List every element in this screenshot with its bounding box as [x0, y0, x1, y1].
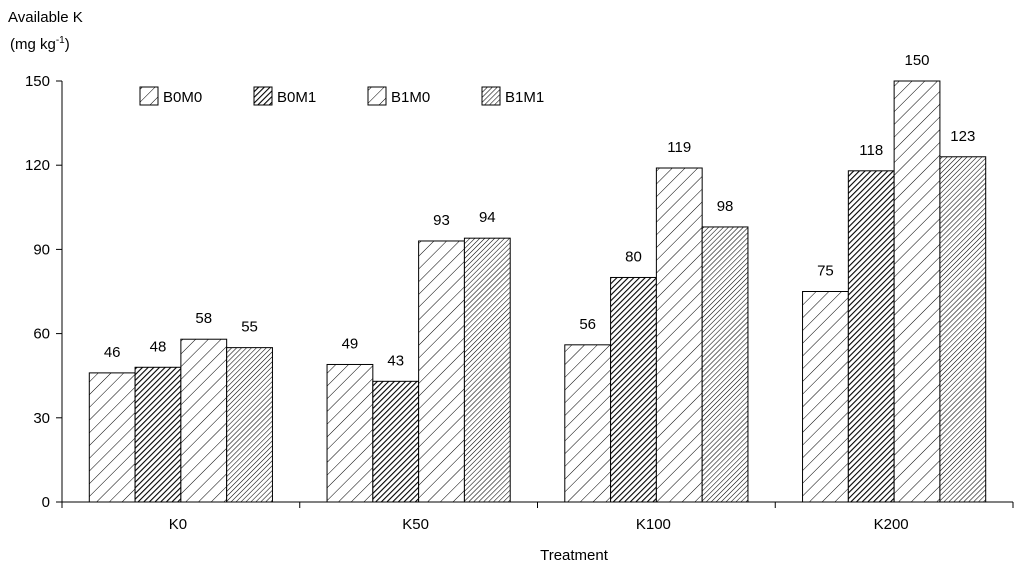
- bar: [847, 170, 895, 503]
- legend-label: B1M1: [505, 89, 544, 106]
- bar: [655, 167, 703, 503]
- value-labels: 46 48 58 55 49 43 93 94 56 80 119 98 75 118 150 123: [104, 52, 975, 369]
- legend-swatch: [139, 86, 159, 106]
- bar: [372, 380, 420, 503]
- y-axis-unit-close: ): [64, 36, 70, 53]
- y-tick-label: 90: [33, 241, 50, 258]
- legend-label: B1M0: [391, 89, 430, 106]
- bar-value-label: 48: [150, 338, 167, 355]
- bar: [134, 366, 182, 503]
- bar-value-label: 118: [859, 142, 883, 159]
- x-tick-label: K200: [874, 516, 909, 533]
- bar-value-label: 119: [667, 139, 691, 156]
- x-tick-label: K0: [169, 516, 187, 533]
- x-ticks: K0 K50 K100 K200: [61, 502, 1014, 533]
- legend: B0M0 B0M1 B1M0 B1M1: [139, 86, 544, 106]
- bar: [701, 226, 749, 503]
- x-tick-label: K100: [636, 516, 671, 533]
- y-axis-unit-exponent: -1: [55, 35, 65, 46]
- x-tick-label: K50: [402, 516, 429, 533]
- bar-value-label: 56: [579, 316, 596, 333]
- bar: [893, 80, 941, 503]
- bar-value-label: 80: [625, 248, 642, 265]
- bar-value-label: 150: [905, 52, 930, 69]
- bars: [88, 80, 987, 503]
- bar-value-label: 123: [950, 128, 975, 145]
- bar: [802, 291, 849, 503]
- legend-label: B0M1: [277, 89, 316, 106]
- y-axis-unit: (mg kg-1): [10, 35, 70, 54]
- y-axis-unit-base: (mg kg: [10, 36, 56, 53]
- bar-value-label: 94: [479, 209, 496, 226]
- bar-value-label: 49: [342, 335, 359, 352]
- bar-value-label: 46: [104, 344, 121, 361]
- bar-value-label: 93: [433, 212, 450, 229]
- bar-value-label: 75: [817, 263, 834, 280]
- y-axis-label: Available K: [8, 9, 83, 26]
- bar-value-label: 55: [241, 319, 258, 336]
- bar: [564, 344, 612, 503]
- x-axis-title: Treatment: [540, 547, 609, 564]
- bar-value-label: 58: [195, 310, 212, 327]
- y-tick-label: 30: [33, 410, 50, 427]
- bar: [88, 372, 136, 503]
- bar: [226, 347, 273, 503]
- legend-swatch: [481, 86, 501, 106]
- bar: [610, 276, 657, 503]
- y-tick-label: 0: [42, 494, 50, 511]
- bar: [463, 237, 511, 503]
- bar-value-label: 43: [387, 352, 404, 369]
- bar: [939, 156, 987, 503]
- y-tick-label: 120: [25, 157, 50, 174]
- y-tick-label: 60: [33, 326, 50, 343]
- legend-swatch: [367, 86, 387, 106]
- legend-swatch: [253, 86, 273, 106]
- bar: [326, 363, 374, 503]
- legend-label: B0M0: [163, 89, 202, 106]
- bar: [180, 338, 228, 503]
- bar-value-label: 98: [717, 198, 734, 215]
- y-ticks: 0 30 60 90 120 150: [25, 73, 62, 511]
- y-tick-label: 150: [25, 73, 50, 90]
- bar: [418, 240, 465, 503]
